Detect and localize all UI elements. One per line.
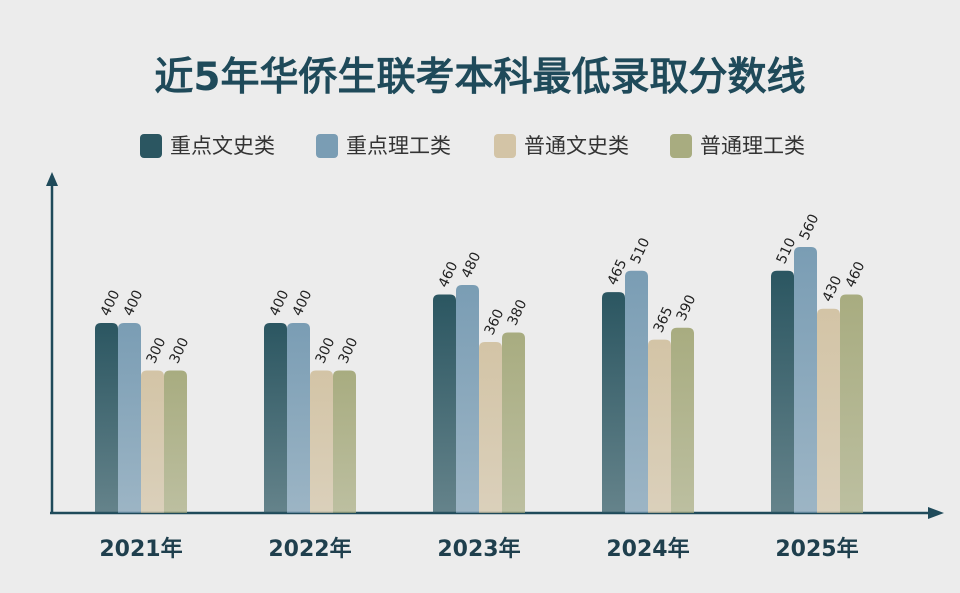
bar — [118, 323, 141, 513]
bar — [141, 370, 164, 513]
legend-label: 普通文史类 — [524, 134, 629, 158]
bar — [287, 323, 310, 513]
legend-label: 重点文史类 — [170, 134, 275, 158]
bar — [264, 323, 287, 513]
x-axis-arrow — [928, 507, 944, 519]
bar — [648, 339, 671, 513]
x-tick-label: 2022年 — [268, 536, 351, 562]
bar — [433, 294, 456, 513]
legend-swatch — [140, 134, 162, 158]
y-axis-arrow — [46, 172, 58, 186]
x-tick-label: 2024年 — [606, 536, 689, 562]
x-tick-label: 2025年 — [775, 536, 858, 562]
bar — [671, 327, 694, 513]
bar — [794, 247, 817, 513]
bar — [817, 308, 840, 513]
bar — [840, 294, 863, 513]
bar — [479, 342, 502, 513]
bar — [625, 270, 648, 513]
bar — [771, 270, 794, 513]
x-tick-label: 2021年 — [99, 536, 182, 562]
bar — [333, 370, 356, 513]
bar — [456, 285, 479, 513]
x-tick-label: 2023年 — [437, 536, 520, 562]
legend-swatch — [670, 134, 692, 158]
bar — [95, 323, 118, 513]
legend-label: 普通理工类 — [700, 134, 805, 158]
bar — [602, 292, 625, 513]
legend-swatch — [316, 134, 338, 158]
legend-label: 重点理工类 — [346, 134, 451, 158]
chart-title: 近5年华侨生联考本科最低录取分数线 — [154, 55, 805, 100]
bar — [502, 332, 525, 513]
bar — [164, 370, 187, 513]
bar — [310, 370, 333, 513]
legend-swatch — [494, 134, 516, 158]
